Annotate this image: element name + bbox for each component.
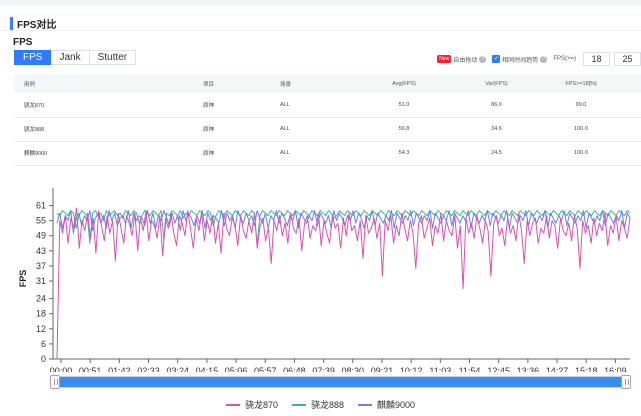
cell-project: 原神: [193, 93, 270, 118]
table-row: 骁龙870 原神 ALL 51.0 86.0 99.0: [14, 93, 641, 118]
x-tick-label: 02:33: [137, 366, 160, 372]
legend-swatch: [225, 403, 240, 406]
x-tick-label: 16:09: [604, 366, 627, 372]
metric-tabs: FPS Jank Stutter: [14, 50, 137, 65]
cell-var-fps: 34.6: [448, 117, 545, 142]
x-tick-label: 14:27: [546, 366, 569, 372]
cell-scene: ALL: [270, 117, 360, 142]
series-line-0: [56, 207, 631, 360]
table-row: 骁龙888 原神 ALL 56.8 34.6 100.0: [14, 117, 641, 142]
fps-line-chart: 0 6 12 18 24 31 37 43 49 55 61 FPS 00:00 00:51 01:42 02…: [18, 188, 631, 372]
table-row: 麒麟9000 原神 ALL 54.3 24.5 100.0: [14, 141, 641, 166]
cell-fps-ratio: 99.0: [545, 93, 617, 118]
section-title-text: FPS对比: [17, 19, 57, 31]
col-header-var-fps: Var(FPS): [448, 74, 545, 93]
y-tick-label: 43: [36, 246, 46, 256]
zoom-slider-track[interactable]: [54, 376, 629, 388]
tab-stutter[interactable]: Stutter: [89, 50, 137, 65]
cell-scene: ALL: [270, 141, 360, 166]
fps-threshold-input-1[interactable]: 18: [583, 52, 610, 66]
y-tick-label: 49: [36, 231, 46, 241]
x-tick-label: 10:12: [400, 366, 423, 372]
x-tick-label: 06:48: [283, 366, 306, 372]
cell-scene: ALL: [270, 93, 360, 118]
x-tick-label: 03:24: [166, 366, 189, 372]
cell-var-fps: 86.0: [448, 93, 545, 118]
fps-summary-table: 用例 项目 场景 Avg(FPS) Var(FPS) FPS>=18[%] 骁龙…: [14, 74, 641, 166]
x-tick-label: 15:18: [575, 366, 598, 372]
cell-case: 骁龙870: [14, 93, 193, 118]
new-badge: New: [437, 55, 452, 63]
y-tick-label: 61: [36, 201, 46, 211]
x-tick-label: 04:15: [196, 366, 219, 372]
series-line-1: [56, 210, 631, 247]
tab-jank[interactable]: Jank: [51, 50, 90, 65]
x-tick-label: 13:36: [517, 366, 540, 372]
col-header-case: 用例: [14, 74, 193, 93]
col-header-project: 项目: [193, 74, 270, 93]
x-tick-label: 12:45: [487, 366, 510, 372]
legend-label: 骁龙888: [310, 400, 345, 410]
same-trend-label: 相同时间趋势: [502, 57, 539, 64]
section-divider: [0, 30, 641, 31]
legend-item-9000[interactable]: 麒麟9000: [358, 398, 415, 411]
table-header-row: 用例 项目 场景 Avg(FPS) Var(FPS) FPS>=18[%]: [14, 74, 641, 93]
subsection-title: FPS: [13, 37, 33, 48]
x-tick-label: 11:03: [429, 366, 451, 372]
x-tick-label: 05:06: [225, 366, 248, 372]
help-icon[interactable]: ?: [540, 55, 548, 63]
zoom-slider-left-handle[interactable]: [50, 375, 60, 389]
x-tick-label: 07:39: [312, 366, 335, 372]
y-axis-title: FPS: [18, 270, 28, 288]
x-tick-label: 01:42: [108, 366, 131, 372]
col-header-scene: 场景: [270, 74, 360, 93]
section-title: FPS对比: [10, 16, 57, 31]
y-tick-label: 55: [36, 216, 46, 226]
cell-project: 原神: [193, 117, 270, 142]
y-tick-label: 24: [36, 294, 46, 304]
x-tick-label: 11:54: [459, 366, 481, 372]
chart-legend: 骁龙870 骁龙888 麒麟9000: [0, 398, 641, 411]
x-tick-label: 08:30: [342, 366, 365, 372]
legend-swatch: [291, 403, 306, 406]
x-tick-label: 05:57: [254, 366, 277, 372]
free-drag-toggle-label[interactable]: 自由拖动: [453, 57, 478, 64]
same-trend-checkbox[interactable]: ✓: [492, 55, 501, 63]
cell-case: 骁龙888: [14, 117, 193, 142]
legend-label: 骁龙870: [244, 400, 278, 410]
cell-avg-fps: 56.8: [360, 117, 448, 142]
cell-fps-ratio: 100.0: [545, 117, 617, 142]
y-tick-label: 31: [36, 276, 46, 286]
col-header-avg-fps: Avg(FPS): [360, 74, 448, 93]
chart-options: New 自由拖动 ? ✓ 相同时间趋势 ? FPS(>=) 18 25: [437, 51, 641, 67]
cell-case: 麒麟9000: [14, 141, 193, 166]
y-tick-label: 37: [36, 261, 46, 271]
cell-project: 原神: [193, 141, 270, 166]
legend-item-888[interactable]: 骁龙888: [291, 398, 345, 411]
y-tick-label: 0: [41, 354, 46, 364]
fps-threshold-label: FPS(>=): [553, 56, 576, 62]
col-header-fps-ratio: FPS>=18[%]: [545, 74, 617, 93]
x-tick-label: 09:21: [371, 366, 394, 372]
y-tick-label: 18: [36, 309, 46, 319]
help-icon[interactable]: ?: [479, 55, 487, 63]
cell-fps-ratio: 100.0: [545, 141, 617, 166]
fps-threshold-input-2[interactable]: 25: [614, 52, 641, 66]
cell-var-fps: 24.5: [448, 141, 545, 166]
legend-item-870[interactable]: 骁龙870: [225, 398, 278, 411]
y-tick-label: 12: [36, 324, 46, 334]
legend-swatch: [358, 403, 373, 406]
zoom-slider-right-handle[interactable]: [621, 375, 631, 389]
cell-avg-fps: 51.0: [360, 93, 448, 118]
x-tick-label: 00:51: [79, 366, 102, 372]
tab-fps[interactable]: FPS: [14, 50, 52, 65]
section-title-accent-bar: [10, 16, 13, 30]
legend-label: 麒麟9000: [377, 400, 416, 410]
y-tick-label: 6: [41, 339, 46, 349]
x-tick-label: 00:00: [50, 366, 73, 372]
cell-avg-fps: 54.3: [360, 141, 448, 166]
